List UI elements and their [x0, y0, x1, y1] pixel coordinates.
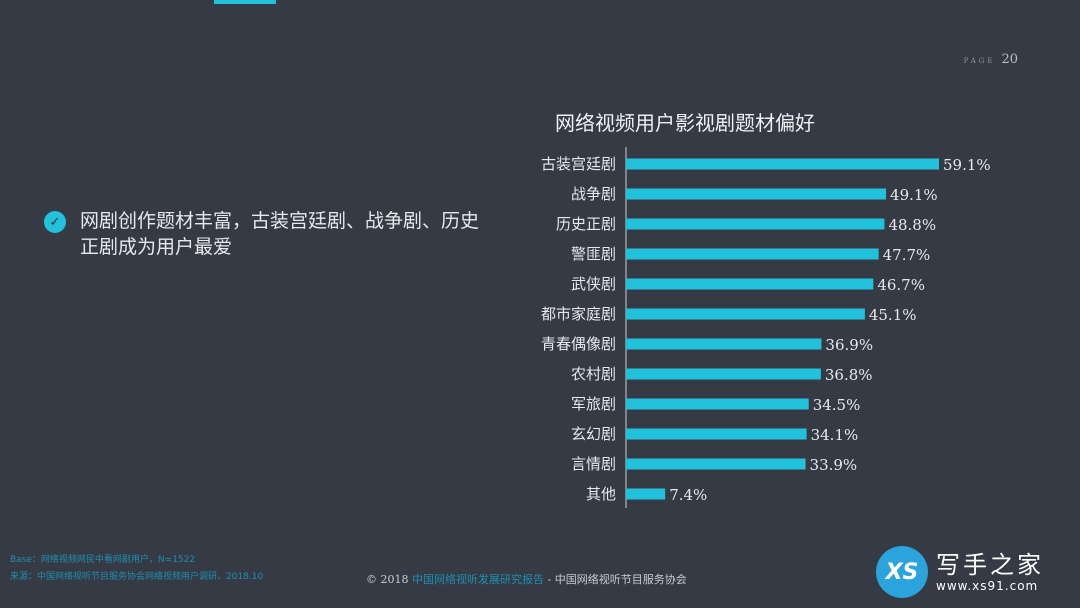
value-label: 46.7%: [877, 276, 925, 294]
watermark-logo: XS: [876, 546, 928, 598]
bar: [626, 188, 887, 200]
category-label: 言情剧: [571, 455, 616, 473]
page-label: PAGE: [963, 57, 996, 65]
page-marker: PAGE 20: [964, 52, 1018, 67]
copyright-line: © 2018 中国网络视听发展研究报告 - 中国网络视听节目服务协会: [366, 571, 687, 587]
category-label: 玄幻剧: [571, 425, 616, 443]
value-label: 36.8%: [825, 366, 873, 384]
top-tab-indicator: [214, 0, 276, 4]
value-label: 7.4%: [669, 486, 707, 504]
check-icon: ✓: [44, 211, 66, 233]
report-title-link[interactable]: 中国网络视听发展研究报告: [412, 573, 544, 586]
value-label: 49.1%: [890, 186, 938, 204]
watermark-name: 写手之家: [936, 551, 1044, 579]
value-label: 34.1%: [811, 426, 859, 444]
bar-chart: 古装宫廷剧 59.1% 战争剧 49.1% 历史正剧 48.8% 警匪剧 47.7% 武侠剧 46…: [541, 147, 991, 508]
bar: [626, 308, 865, 320]
bar: [626, 458, 806, 470]
bar: [626, 398, 809, 410]
base-note: Base：网络视频网民中看网剧用户，N=1522: [10, 555, 196, 565]
value-label: 33.9%: [810, 456, 858, 474]
category-label: 青春偶像剧: [541, 335, 616, 353]
bar: [626, 158, 939, 170]
value-label: 59.1%: [943, 156, 991, 174]
bar: [626, 368, 821, 380]
bar: [626, 428, 807, 440]
bar: [626, 338, 822, 350]
key-point-text: 网剧创作题材丰富，古装宫廷剧、战争剧、历史正剧成为用户最爱: [80, 210, 480, 258]
category-label: 都市家庭剧: [541, 305, 616, 323]
footnotes: Base：网络视频网民中看网剧用户，N=1522 来源：中国网络视听节目服务协会…: [10, 552, 263, 586]
category-label: 历史正剧: [556, 215, 616, 233]
page-number: 20: [1001, 52, 1018, 67]
bar: [626, 248, 879, 260]
source-note: 来源：中国网络视听节目服务协会网络视频用户调研，2018.10: [10, 572, 264, 582]
category-label: 战争剧: [571, 185, 616, 203]
category-label: 农村剧: [571, 365, 616, 383]
bar: [626, 488, 666, 500]
category-label: 军旅剧: [571, 395, 616, 413]
copyright-prefix: © 2018: [366, 573, 412, 586]
value-label: 34.5%: [813, 396, 861, 414]
category-label: 武侠剧: [571, 275, 616, 293]
category-label: 古装宫廷剧: [541, 155, 616, 173]
chart-title: 网络视频用户影视剧题材偏好: [555, 111, 815, 135]
category-label: 警匪剧: [571, 245, 616, 263]
value-label: 48.8%: [888, 216, 936, 234]
watermark: XS 写手之家 www.xs91.com: [876, 543, 1076, 601]
bar: [626, 278, 874, 290]
value-label: 36.9%: [825, 336, 873, 354]
value-label: 45.1%: [869, 306, 917, 324]
watermark-url: www.xs91.com: [936, 579, 1039, 593]
value-label: 47.7%: [883, 246, 931, 264]
bar: [626, 218, 885, 230]
copyright-suffix: - 中国网络视听节目服务协会: [544, 573, 687, 586]
category-label: 其他: [586, 485, 616, 503]
key-point: ✓ 网剧创作题材丰富，古装宫廷剧、战争剧、历史正剧成为用户最爱: [44, 208, 484, 260]
